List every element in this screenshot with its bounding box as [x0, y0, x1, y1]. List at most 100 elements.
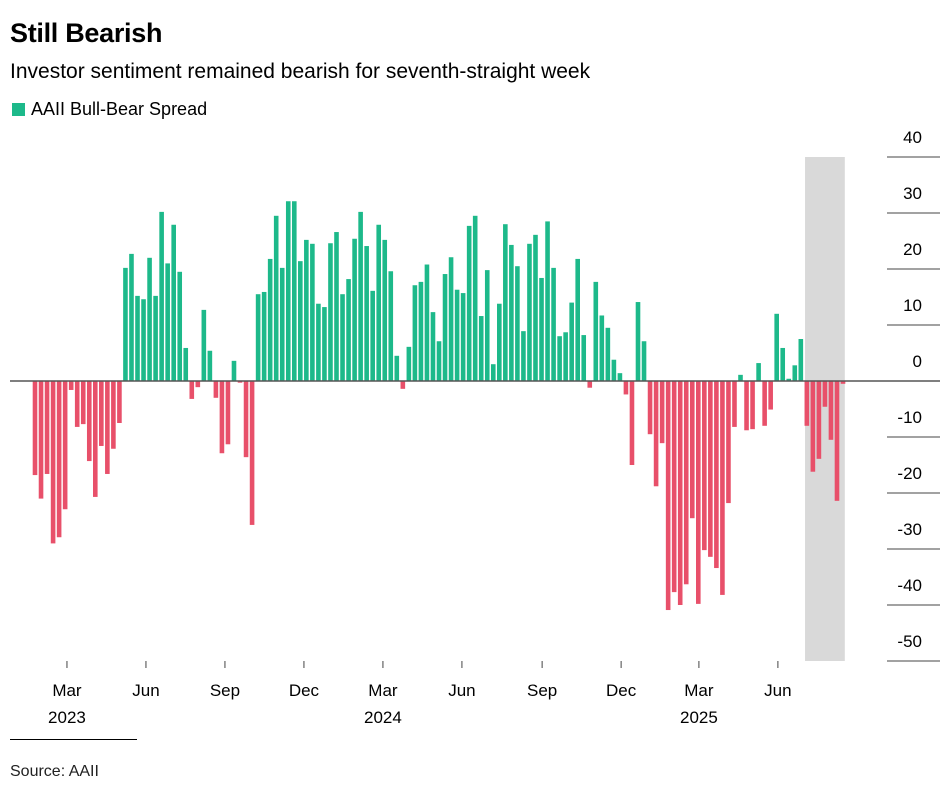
legend: AAII Bull-Bear Spread [12, 99, 207, 120]
bar-positive [545, 221, 550, 381]
bar-negative [834, 381, 840, 501]
bar-positive [515, 266, 520, 381]
bar-positive [792, 365, 798, 381]
bar-positive [490, 364, 496, 381]
bar-negative [195, 381, 201, 388]
bar-negative [659, 381, 665, 444]
bar-positive [497, 303, 502, 381]
bar-positive [617, 373, 623, 381]
bar-positive [533, 234, 538, 381]
x-tick-label: Sep [210, 681, 240, 700]
bar-negative [249, 381, 255, 525]
bar-positive [454, 289, 460, 381]
bar-positive [436, 341, 442, 381]
bar-positive [394, 355, 400, 381]
y-tick-label: 20 [903, 240, 922, 259]
x-tick-label: Jun [764, 681, 791, 700]
bar-positive [756, 363, 761, 381]
bar-positive [255, 294, 261, 381]
bar-positive [738, 374, 743, 381]
bar-positive [406, 346, 412, 381]
legend-label: AAII Bull-Bear Spread [31, 99, 208, 119]
bar-positive [201, 309, 207, 381]
bar-positive [563, 332, 568, 381]
bar-negative [62, 381, 68, 510]
bar-positive [346, 279, 351, 381]
bar-positive [557, 336, 562, 381]
bar-negative [653, 381, 659, 487]
y-tick-label: -50 [897, 632, 922, 651]
bar-negative [243, 381, 249, 458]
x-tick-label: Sep [527, 681, 557, 700]
bar-positive [334, 232, 339, 381]
bar-positive [593, 281, 599, 381]
bar-positive [472, 215, 478, 381]
bar-negative [702, 381, 707, 551]
bar-negative [56, 381, 62, 538]
bar-positive [527, 243, 532, 381]
bar-positive [503, 224, 508, 381]
x-tick-label: Dec [289, 681, 320, 700]
y-tick-label: -20 [897, 464, 922, 483]
legend-swatch [12, 103, 25, 116]
bar-positive [310, 243, 315, 381]
bar-positive [509, 244, 514, 381]
bar-negative [623, 381, 629, 395]
bar-positive [129, 253, 134, 381]
bar-positive [774, 313, 779, 381]
bar-positive [382, 239, 388, 381]
chart-title: Still Bearish [10, 18, 163, 48]
bar-positive [581, 335, 587, 381]
bar-positive [123, 267, 128, 381]
bar-negative [671, 381, 677, 593]
bar-positive [418, 281, 424, 381]
bar-negative [720, 381, 725, 595]
bar-negative [726, 381, 731, 504]
bar-negative [68, 381, 74, 390]
bar-positive [599, 315, 605, 381]
bar-negative [93, 381, 98, 497]
bar-positive [340, 294, 345, 381]
bar-positive [388, 271, 394, 381]
bar-negative [629, 381, 635, 465]
bar-positive [539, 277, 544, 381]
bar-negative [189, 381, 195, 399]
bar-negative [117, 381, 122, 423]
chart-subtitle: Investor sentiment remained bearish for … [10, 60, 591, 83]
bar-positive [448, 257, 454, 381]
bar-positive [322, 307, 327, 381]
bar-positive [141, 299, 146, 381]
bar-positive [273, 215, 279, 381]
bar-negative [750, 381, 755, 430]
x-year-label: 2024 [364, 708, 402, 727]
bar-positive [352, 238, 357, 381]
bar-positive [177, 271, 183, 381]
bar-negative [587, 381, 593, 388]
bar-positive [611, 359, 617, 381]
bar-positive [364, 246, 369, 381]
bar-negative [400, 381, 406, 389]
bar-negative [44, 381, 50, 474]
x-year-label: 2025 [680, 708, 718, 727]
bar-positive [569, 302, 574, 381]
bar-positive [478, 316, 484, 381]
x-tick-label: Mar [52, 681, 82, 700]
bar-positive [291, 201, 297, 381]
bar-positive [261, 291, 267, 381]
bar-positive [442, 274, 448, 381]
bar-negative [840, 381, 846, 384]
bar-positive [786, 378, 792, 381]
bar-positive [231, 360, 237, 381]
bar-negative [714, 381, 719, 569]
bar-positive [641, 341, 647, 381]
bar-positive [267, 258, 273, 381]
y-tick-label: 10 [903, 296, 922, 315]
bar-negative [237, 381, 243, 383]
bar-positive [328, 243, 333, 381]
bar-negative [822, 381, 828, 407]
source-note: Source: AAII [10, 763, 99, 780]
y-tick-label: -10 [897, 408, 922, 427]
bar-negative [213, 381, 219, 398]
bar-negative [105, 381, 110, 474]
